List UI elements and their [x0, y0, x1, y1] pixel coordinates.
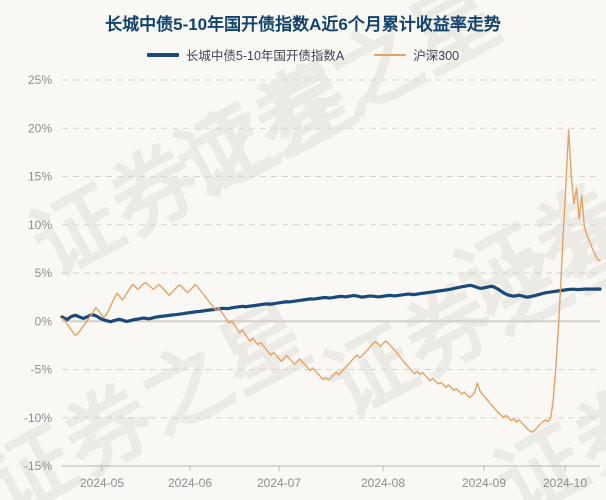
data-series [60, 129, 602, 433]
series-line-index [61, 129, 601, 433]
y-axis-tick-label: 10% [28, 218, 52, 232]
chart-legend: 长城中债5-10年国开债指数A 沪深300 [0, 45, 606, 64]
y-axis-tick-label: 15% [28, 170, 52, 184]
y-axis-tick-label: -5% [31, 363, 53, 377]
legend-item-index[interactable]: 沪深300 [374, 45, 459, 64]
legend-swatch-index [374, 53, 407, 56]
legend-swatch-fund [146, 52, 179, 57]
y-axis-tick-label: 5% [35, 266, 53, 280]
y-axis-tick-label: 0% [35, 314, 53, 328]
x-axis-labels: 2024-05 2024-06 2024-07 2024-08 2024-09 2024-… [80, 476, 587, 490]
x-axis-tick-label: 2024-06 [168, 476, 212, 490]
legend-item-fund[interactable]: 长城中债5-10年国开债指数A [146, 45, 345, 64]
y-axis-labels: 25% 20% 15% 10% 5% 0% -5% -10% -15% [24, 73, 52, 473]
series-line-fund [60, 283, 602, 324]
gridlines [62, 79, 600, 419]
x-axis-tick-label: 2024-08 [361, 476, 405, 490]
x-axis-tick-label: 2024-09 [462, 476, 506, 490]
x-axis-tick-label: 2024-05 [80, 476, 124, 490]
y-axis-tick-label: -15% [24, 459, 52, 473]
x-axis [62, 465, 600, 471]
legend-label-index: 沪深300 [413, 49, 460, 63]
chart-title: 长城中债5-10年国开债指数A近6个月累计收益率走势 [105, 15, 501, 34]
x-axis-tick-label: 2024-10 [543, 476, 587, 490]
y-axis-tick-label: -10% [24, 411, 52, 425]
x-axis-tick-label: 2024-07 [257, 476, 301, 490]
y-axis-tick-label: 20% [28, 121, 52, 135]
legend-label-fund: 长城中债5-10年国开债指数A [185, 49, 345, 63]
y-axis-tick-label: 25% [28, 73, 52, 87]
